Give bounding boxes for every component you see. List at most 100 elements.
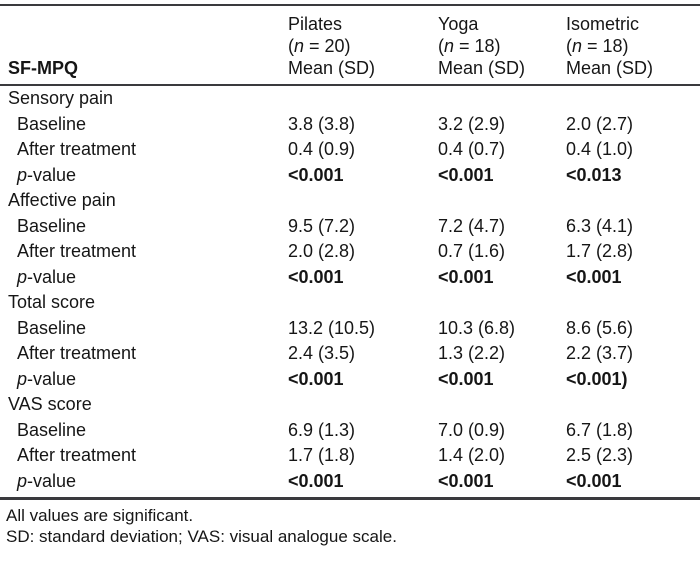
value-cell: 10.3 (6.8): [438, 317, 516, 338]
empty-cell: [288, 290, 438, 316]
value-cell: 3.2 (2.9): [438, 113, 506, 134]
header-cell-isometric: Isometric (n = 18) Mean (SD): [566, 5, 700, 86]
p-symbol: p: [17, 368, 28, 389]
p-label-rest: -value: [27, 266, 77, 287]
p-label-rest: -value: [27, 164, 77, 185]
row-label: Baseline: [17, 419, 87, 440]
n-open: (: [438, 36, 444, 56]
p-value-cell: <0.001: [566, 266, 622, 287]
row-label: p-value: [0, 367, 288, 393]
sf-mpq-table: SF-MPQ Pilates (n = 20) Mean (SD) Yoga (…: [0, 4, 700, 500]
n-rest: = 20): [304, 36, 351, 56]
value-cell: 2.4 (3.5): [288, 343, 356, 363]
group-name: Yoga: [438, 14, 479, 34]
p-symbol: p: [17, 470, 28, 491]
empty-cell: [288, 188, 438, 214]
p-symbol: p: [17, 164, 28, 185]
p-value-cell: <0.001): [566, 368, 628, 389]
p-value-row: p-value <0.001 <0.001 <0.013: [0, 163, 700, 189]
header-cell-pilates: Pilates (n = 20) Mean (SD): [288, 5, 438, 86]
value-cell: 6.3 (4.1): [566, 215, 634, 236]
p-value-row: p-value <0.001 <0.001 <0.001): [0, 367, 700, 393]
group-n: (n = 20): [288, 35, 438, 57]
value-cell: 1.7 (1.8): [288, 445, 356, 465]
empty-cell: [438, 392, 566, 418]
row-label: After treatment: [17, 139, 137, 159]
p-value-row: p-value <0.001 <0.001 <0.001: [0, 469, 700, 499]
n-symbol: n: [572, 36, 583, 56]
empty-cell: [566, 188, 700, 214]
n-rest: = 18): [582, 36, 629, 56]
section-title: Affective pain: [8, 190, 116, 210]
p-value-cell: <0.001: [438, 368, 494, 389]
p-value-row: p-value <0.001 <0.001 <0.001: [0, 265, 700, 291]
value-cell: 2.5 (2.3): [566, 445, 634, 465]
row-label: Baseline: [17, 113, 87, 134]
group-n: (n = 18): [438, 35, 566, 57]
baseline-row: Baseline 9.5 (7.2) 7.2 (4.7) 6.3 (4.1): [0, 214, 700, 240]
p-value-cell: <0.001: [288, 164, 344, 185]
p-value-cell: <0.001: [288, 470, 344, 491]
row-label: p-value: [0, 469, 288, 499]
empty-cell: [566, 290, 700, 316]
empty-cell: [288, 392, 438, 418]
p-value-cell: <0.001: [566, 470, 622, 491]
section-title: Sensory pain: [8, 88, 114, 108]
baseline-row: Baseline 3.8 (3.8) 3.2 (2.9) 2.0 (2.7): [0, 112, 700, 138]
value-cell: 7.0 (0.9): [438, 419, 506, 440]
n-symbol: n: [444, 36, 455, 56]
baseline-row: Baseline 6.9 (1.3) 7.0 (0.9) 6.7 (1.8): [0, 418, 700, 444]
stub-label: SF-MPQ: [8, 58, 78, 78]
p-value-cell: <0.001: [288, 368, 344, 389]
n-symbol: n: [294, 36, 305, 56]
row-label: Baseline: [17, 317, 87, 338]
row-label: p-value: [0, 163, 288, 189]
section-title-row: VAS score: [0, 392, 700, 418]
value-cell: 1.3 (2.2): [438, 343, 506, 363]
p-value-cell: <0.001: [438, 266, 494, 287]
section-title-row: Total score: [0, 290, 700, 316]
footnote-abbreviations: SD: standard deviation; VAS: visual anal…: [6, 527, 397, 546]
n-open: (: [566, 36, 572, 56]
p-label-rest: -value: [27, 470, 77, 491]
value-cell: 0.4 (0.9): [288, 139, 356, 159]
value-cell: 13.2 (10.5): [288, 317, 376, 338]
empty-cell: [438, 290, 566, 316]
value-cell: 6.7 (1.8): [566, 419, 634, 440]
table-header: SF-MPQ Pilates (n = 20) Mean (SD) Yoga (…: [0, 5, 700, 86]
footnote-significance: All values are significant.: [6, 506, 194, 525]
table-footnotes: All values are significant. SD: standard…: [0, 500, 700, 547]
empty-cell: [566, 85, 700, 112]
p-label-rest: -value: [27, 368, 77, 389]
value-cell: 2.0 (2.8): [288, 241, 356, 261]
p-symbol: p: [17, 266, 28, 287]
section-title: Total score: [8, 292, 96, 312]
group-stat: Mean (SD): [566, 58, 654, 78]
empty-cell: [566, 392, 700, 418]
value-cell: 6.9 (1.3): [288, 419, 356, 440]
row-label: After treatment: [17, 343, 137, 363]
section-title-row: Affective pain: [0, 188, 700, 214]
empty-cell: [438, 85, 566, 112]
section-title-row: Sensory pain: [0, 85, 700, 112]
header-cell-yoga: Yoga (n = 18) Mean (SD): [438, 5, 566, 86]
value-cell: 0.7 (1.6): [438, 241, 506, 261]
after-treatment-row: After treatment 1.7 (1.8) 1.4 (2.0) 2.5 …: [0, 443, 700, 469]
row-label: Baseline: [17, 215, 87, 236]
group-name: Isometric: [566, 14, 640, 34]
value-cell: 0.4 (1.0): [566, 139, 634, 159]
section-title: VAS score: [8, 394, 92, 414]
value-cell: 7.2 (4.7): [438, 215, 506, 236]
empty-cell: [288, 85, 438, 112]
value-cell: 2.2 (3.7): [566, 343, 634, 363]
p-value-cell: <0.001: [438, 470, 494, 491]
header-stub-cell: SF-MPQ: [0, 5, 288, 86]
table-body: Sensory pain Baseline 3.8 (3.8) 3.2 (2.9…: [0, 85, 700, 499]
group-name: Pilates: [288, 14, 343, 34]
n-rest: = 18): [454, 36, 501, 56]
value-cell: 9.5 (7.2): [288, 215, 356, 236]
group-stat: Mean (SD): [288, 58, 376, 78]
header-row: SF-MPQ Pilates (n = 20) Mean (SD) Yoga (…: [0, 5, 700, 86]
value-cell: 2.0 (2.7): [566, 113, 634, 134]
